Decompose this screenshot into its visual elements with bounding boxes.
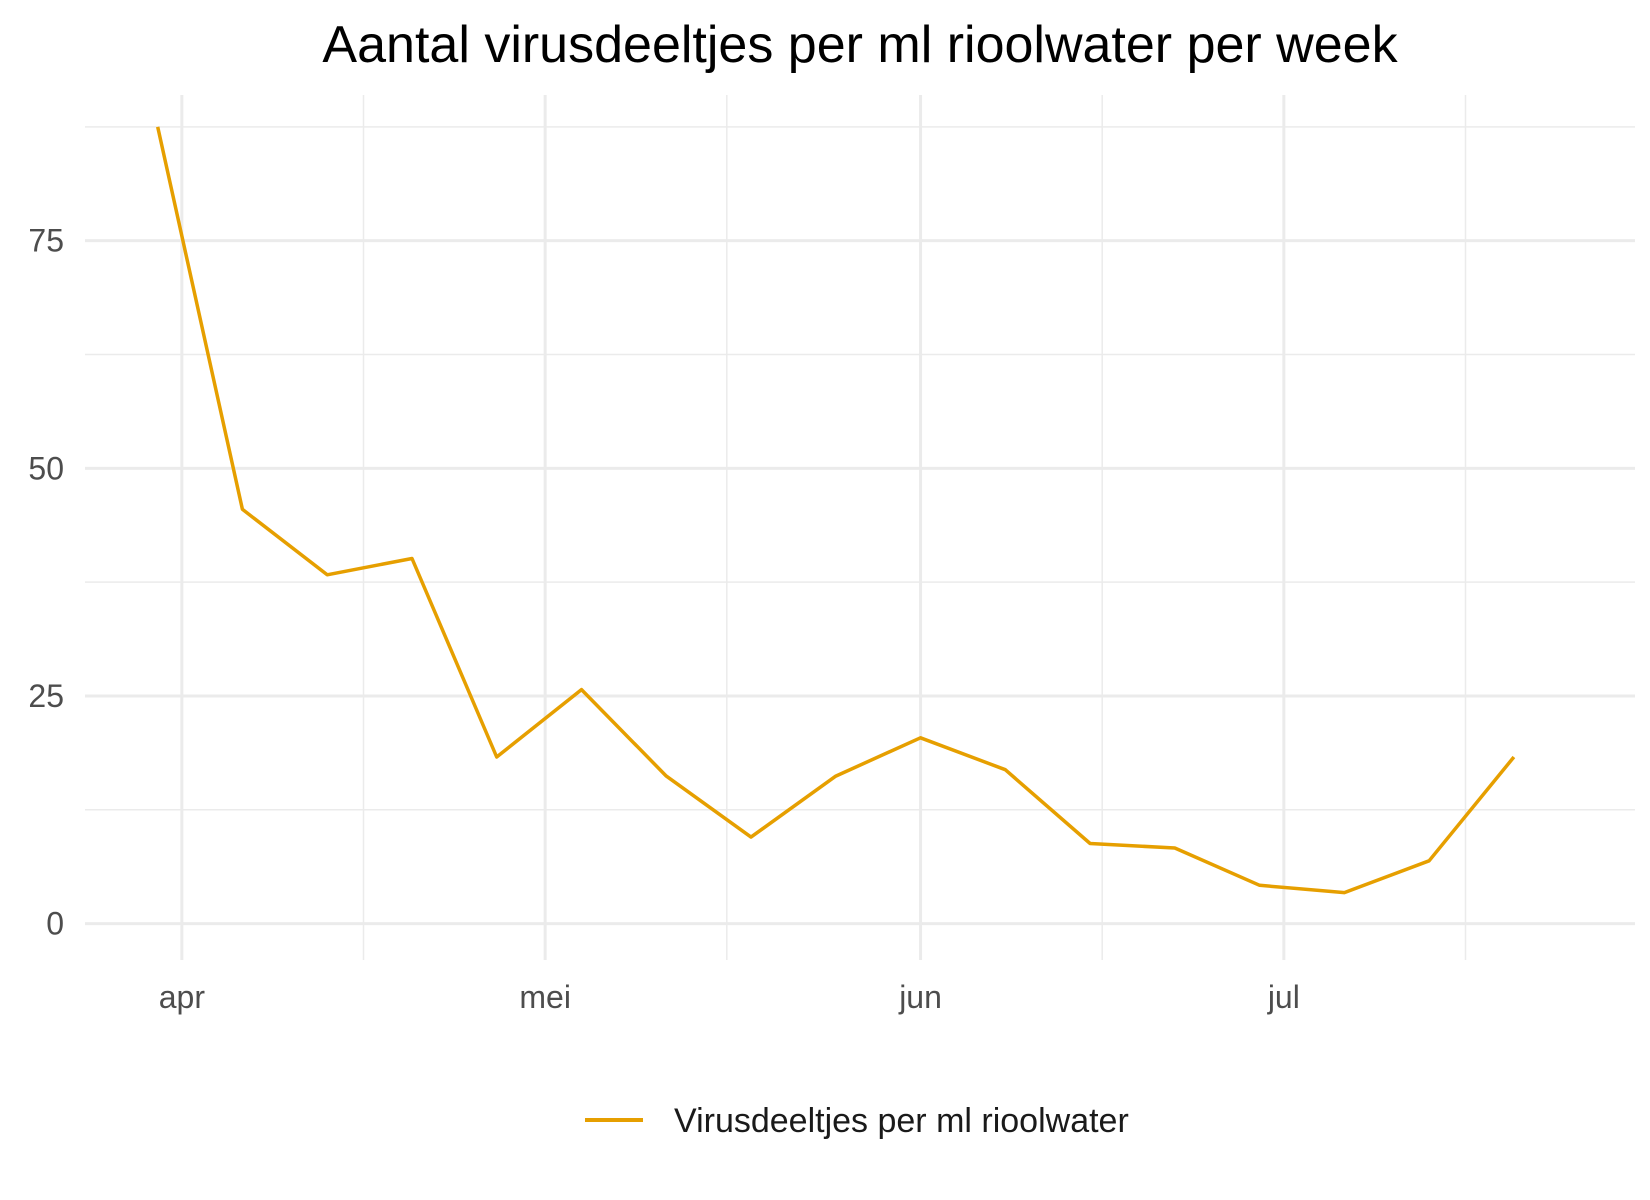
legend: Virusdeeltjes per ml rioolwater (585, 1102, 1129, 1140)
series-group (155, 126, 1516, 895)
x-tick-label: jun (898, 979, 942, 1015)
y-tick-label: 0 (46, 906, 64, 942)
y-tick-label: 75 (28, 223, 64, 259)
minor-gridlines (85, 95, 1635, 960)
x-tick-label: apr (159, 979, 206, 1015)
x-tick-label: jul (1267, 979, 1300, 1015)
series-line (155, 126, 1516, 895)
y-tick-label: 50 (28, 450, 64, 486)
major-gridlines (85, 95, 1635, 960)
y-tick-label: 25 (28, 678, 64, 714)
x-axis-tick-labels: apr mei jun jul (159, 979, 1300, 1015)
y-axis-tick-labels: 0 25 50 75 (28, 223, 64, 942)
chart-title: Aantal virusdeeltjes per ml rioolwater p… (322, 16, 1398, 74)
x-tick-label: mei (519, 979, 571, 1015)
legend-label: Virusdeeltjes per ml rioolwater (674, 1102, 1129, 1140)
